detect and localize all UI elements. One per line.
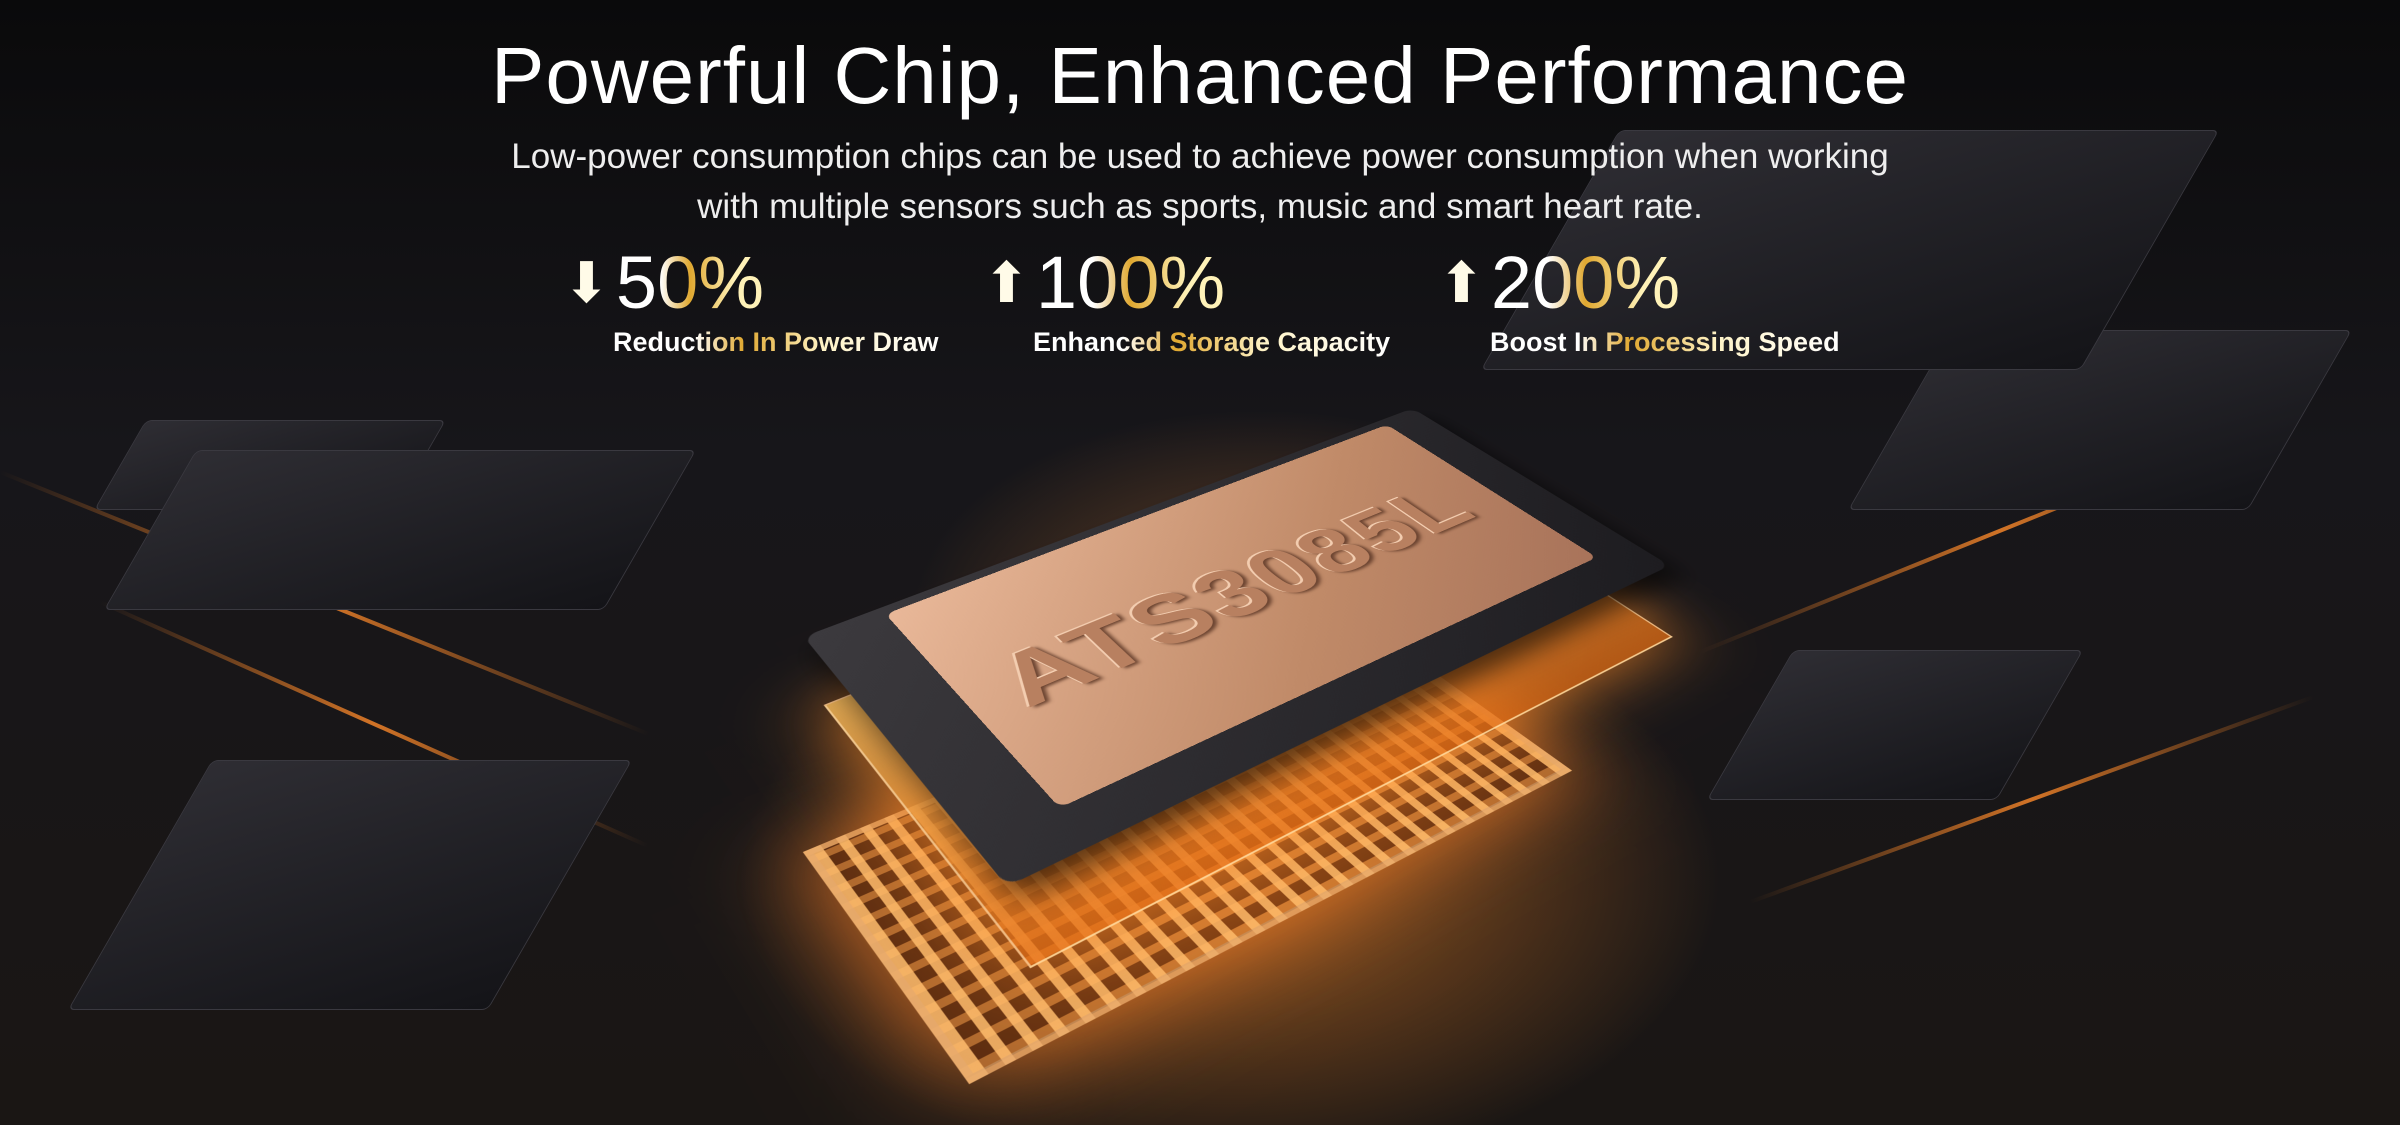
- arrow-down-icon: ⬇: [563, 250, 610, 314]
- stat-label: Boost In Processing Speed: [1490, 327, 1840, 357]
- subtitle-line-1: Low-power consumption chips can be used …: [511, 137, 1889, 176]
- stat-label: Enhanced Storage Capacity: [1033, 327, 1391, 357]
- subtitle-line-2: with multiple sensors such as sports, mu…: [697, 187, 1703, 226]
- stat-power: ⬇ 50% Reduction In Power Draw: [563, 240, 939, 358]
- stat-value: 100%: [1035, 241, 1226, 324]
- stat-storage: ⬆ 100% Enhanced Storage Capacity: [983, 240, 1390, 358]
- stat-speed: ⬆ 200% Boost In Processing Speed: [1438, 240, 1840, 358]
- stat-value: 200%: [1490, 241, 1681, 324]
- arrow-up-icon: ⬆: [983, 250, 1030, 314]
- stat-label: Reduction In Power Draw: [613, 327, 939, 357]
- header: Powerful Chip, Enhanced Performance Low-…: [0, 30, 2400, 232]
- arrow-up-icon: ⬆: [1438, 250, 1485, 314]
- stat-value: 50%: [615, 241, 765, 324]
- page-title: Powerful Chip, Enhanced Performance: [491, 31, 1909, 120]
